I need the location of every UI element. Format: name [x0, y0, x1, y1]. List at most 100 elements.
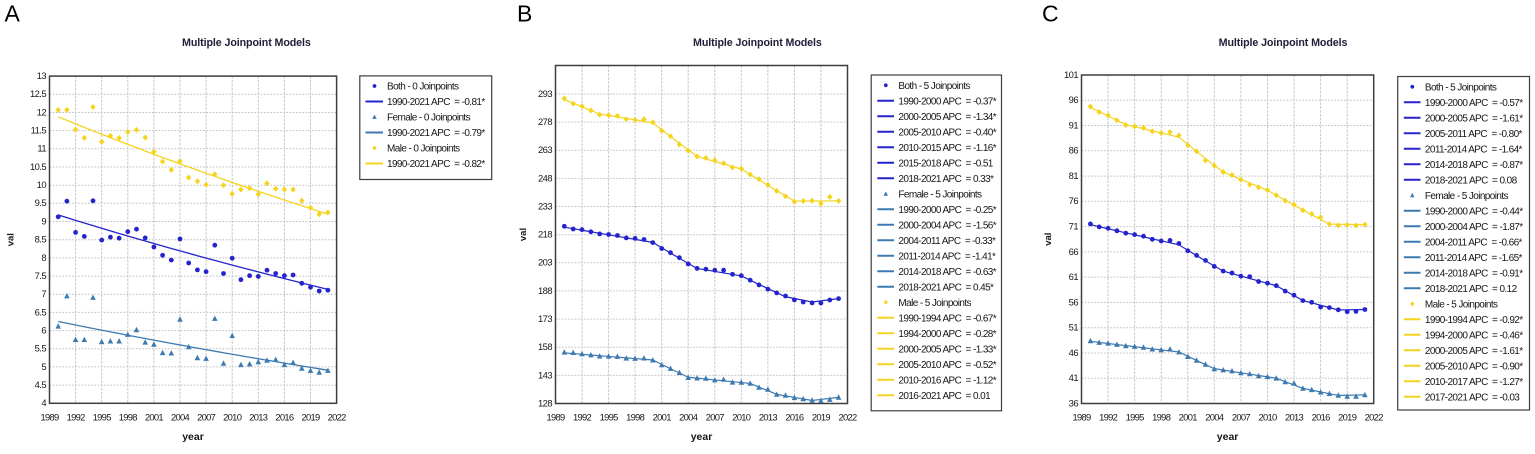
svg-text:2005-2010 APC = -0.52*: 2005-2010 APC = -0.52*: [898, 360, 996, 371]
svg-text:val: val: [6, 233, 17, 246]
svg-text:6.5: 6.5: [35, 306, 47, 317]
svg-text:2004-2011 APC = -0.33*: 2004-2011 APC = -0.33*: [898, 236, 996, 247]
svg-text:Multiple Joinpoint Models: Multiple Joinpoint Models: [1219, 37, 1348, 49]
svg-text:71: 71: [1069, 221, 1079, 232]
svg-text:2013: 2013: [759, 411, 778, 422]
svg-text:56: 56: [1069, 296, 1079, 307]
svg-text:2000-2004 APC = -1.56*: 2000-2004 APC = -1.56*: [898, 221, 996, 232]
svg-text:4: 4: [41, 397, 46, 408]
svg-text:C: C: [1042, 0, 1059, 26]
svg-text:A: A: [5, 0, 21, 26]
svg-text:1998: 1998: [1152, 411, 1171, 422]
svg-text:Both - 5 Joinpoints: Both - 5 Joinpoints: [1425, 83, 1497, 94]
svg-text:2005-2011 APC = -0.80*: 2005-2011 APC = -0.80*: [1425, 129, 1523, 140]
svg-text:1990-2021 APC = -0.82*: 1990-2021 APC = -0.82*: [387, 159, 485, 170]
svg-text:203: 203: [538, 257, 552, 268]
svg-text:2005-2010 APC = -0.90*: 2005-2010 APC = -0.90*: [1425, 362, 1523, 373]
svg-text:Male - 0 Joinpoints: Male - 0 Joinpoints: [387, 144, 460, 155]
svg-text:101: 101: [1064, 69, 1078, 80]
svg-text:2000-2005 APC = -1.61*: 2000-2005 APC = -1.61*: [1425, 346, 1523, 357]
svg-text:248: 248: [538, 172, 552, 183]
svg-text:46: 46: [1069, 347, 1079, 358]
svg-text:B: B: [517, 0, 532, 26]
svg-text:2000-2005 APC = -1.34*: 2000-2005 APC = -1.34*: [898, 112, 996, 123]
svg-text:2022: 2022: [328, 411, 347, 422]
svg-text:188: 188: [538, 285, 552, 296]
svg-text:2000-2005 APC = -1.33*: 2000-2005 APC = -1.33*: [898, 345, 996, 356]
svg-text:2000-2004 APC = -1.87*: 2000-2004 APC = -1.87*: [1425, 222, 1523, 233]
svg-text:2001: 2001: [1179, 411, 1198, 422]
svg-text:1990-2021 APC = -0.79*: 1990-2021 APC = -0.79*: [387, 128, 485, 139]
svg-text:51: 51: [1069, 322, 1079, 333]
svg-text:66: 66: [1069, 246, 1079, 257]
svg-text:1989: 1989: [40, 411, 59, 422]
svg-text:2018-2021 APC = 0.45*: 2018-2021 APC = 0.45*: [898, 283, 994, 294]
svg-text:1990-1994 APC = -0.92*: 1990-1994 APC = -0.92*: [1425, 315, 1523, 326]
svg-text:41: 41: [1069, 372, 1079, 383]
svg-text:1990-2021 APC = -0.81*: 1990-2021 APC = -0.81*: [387, 97, 485, 108]
svg-text:10: 10: [37, 179, 47, 190]
svg-text:1992: 1992: [573, 411, 592, 422]
svg-text:1994-2000 APC = -0.46*: 1994-2000 APC = -0.46*: [1425, 331, 1523, 342]
svg-text:2010-2017 APC = -1.27*: 2010-2017 APC = -1.27*: [1425, 377, 1523, 388]
svg-text:2014-2018 APC = -0.91*: 2014-2018 APC = -0.91*: [1425, 269, 1523, 280]
svg-text:Female - 5 Joinpoints: Female - 5 Joinpoints: [898, 190, 982, 201]
svg-text:year: year: [182, 431, 204, 443]
svg-text:11: 11: [37, 143, 46, 154]
svg-text:Both - 5 Joinpoints: Both - 5 Joinpoints: [898, 81, 970, 92]
svg-text:2019: 2019: [1338, 411, 1357, 422]
svg-text:5: 5: [41, 361, 46, 372]
svg-text:2011-2014 APC = -1.41*: 2011-2014 APC = -1.41*: [898, 252, 996, 263]
svg-text:1990-2000 APC = -0.44*: 1990-2000 APC = -0.44*: [1425, 207, 1523, 218]
svg-text:9: 9: [41, 215, 46, 226]
svg-text:Multiple Joinpoint Models: Multiple Joinpoint Models: [182, 37, 311, 49]
svg-text:233: 233: [538, 200, 552, 211]
svg-text:2004: 2004: [171, 411, 190, 422]
svg-text:7: 7: [41, 288, 46, 299]
svg-text:1998: 1998: [626, 411, 645, 422]
svg-text:2018-2021 APC = 0.12: 2018-2021 APC = 0.12: [1425, 284, 1518, 295]
svg-text:91: 91: [1069, 119, 1079, 130]
svg-text:12.5: 12.5: [30, 88, 46, 99]
svg-text:2013: 2013: [249, 411, 268, 422]
svg-text:1990-1994 APC = -0.67*: 1990-1994 APC = -0.67*: [898, 314, 996, 325]
svg-text:2014-2018 APC = -0.63*: 2014-2018 APC = -0.63*: [898, 267, 996, 278]
svg-text:8.5: 8.5: [35, 234, 47, 245]
svg-text:1990-2000 APC = -0.57*: 1990-2000 APC = -0.57*: [1425, 98, 1523, 109]
svg-text:11.5: 11.5: [31, 125, 47, 136]
svg-text:2017-2021 APC = -0.03: 2017-2021 APC = -0.03: [1425, 393, 1520, 404]
svg-text:Male - 5 Joinpoints: Male - 5 Joinpoints: [898, 298, 971, 309]
svg-text:81: 81: [1069, 170, 1079, 181]
svg-text:128: 128: [538, 397, 552, 408]
svg-text:1998: 1998: [119, 411, 138, 422]
svg-text:val: val: [518, 228, 529, 241]
svg-text:2007: 2007: [197, 411, 216, 422]
svg-text:86: 86: [1069, 145, 1079, 156]
svg-text:61: 61: [1069, 271, 1079, 282]
svg-text:1994-2000 APC = -0.28*: 1994-2000 APC = -0.28*: [898, 329, 996, 340]
svg-text:9.5: 9.5: [35, 197, 47, 208]
svg-text:2001: 2001: [653, 411, 672, 422]
svg-text:12: 12: [37, 106, 47, 117]
svg-text:2010: 2010: [1258, 411, 1277, 422]
svg-text:2019: 2019: [812, 411, 831, 422]
svg-text:2004: 2004: [679, 411, 698, 422]
svg-text:Male - 5 Joinpoints: Male - 5 Joinpoints: [1425, 300, 1498, 311]
svg-text:2004-2011 APC = -0.66*: 2004-2011 APC = -0.66*: [1425, 238, 1523, 249]
svg-text:2007: 2007: [706, 411, 725, 422]
svg-text:1992: 1992: [67, 411, 86, 422]
svg-text:2016: 2016: [1312, 411, 1331, 422]
svg-text:2005-2010 APC = -0.40*: 2005-2010 APC = -0.40*: [898, 128, 996, 139]
svg-text:76: 76: [1069, 195, 1079, 206]
svg-text:13: 13: [37, 70, 47, 81]
svg-text:2022: 2022: [838, 411, 857, 422]
svg-text:1995: 1995: [600, 411, 619, 422]
svg-text:293: 293: [538, 88, 552, 99]
svg-text:2010: 2010: [223, 411, 242, 422]
svg-text:Multiple Joinpoint Models: Multiple Joinpoint Models: [693, 37, 822, 49]
svg-text:2018-2021 APC = 0.08: 2018-2021 APC = 0.08: [1425, 176, 1518, 187]
svg-text:10.5: 10.5: [30, 161, 46, 172]
svg-text:1989: 1989: [1072, 411, 1091, 422]
svg-text:1989: 1989: [546, 411, 565, 422]
svg-text:143: 143: [538, 369, 552, 380]
